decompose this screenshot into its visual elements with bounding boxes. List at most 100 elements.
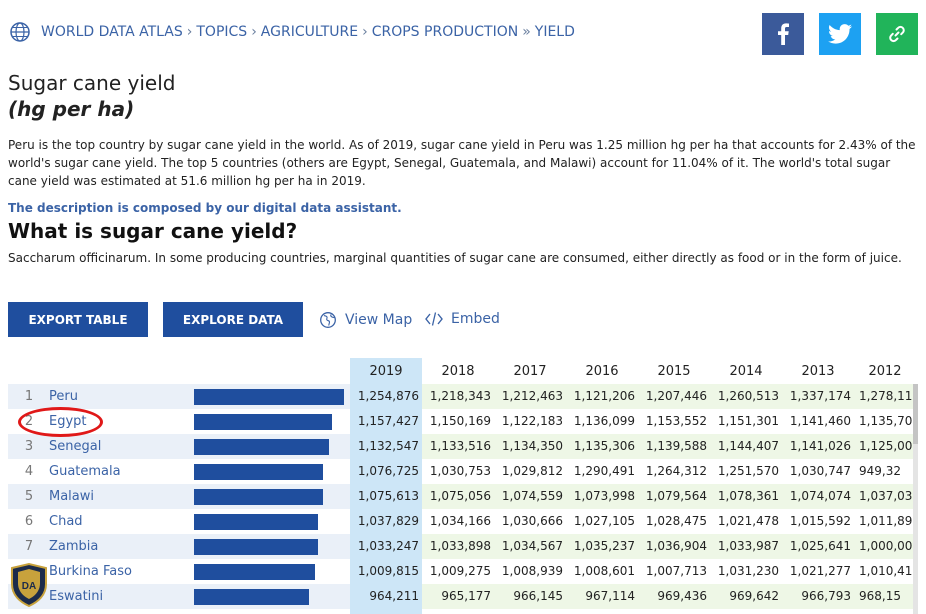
year-header-2018[interactable]: 2018	[441, 363, 475, 379]
year-header-2016[interactable]: 2016	[585, 363, 619, 379]
globe-icon	[10, 22, 30, 42]
rank-cell: 5	[24, 489, 34, 504]
year-header-2017[interactable]: 2017	[513, 363, 547, 379]
value-cell-2013: 1,337,174	[782, 384, 854, 409]
value-cell-2012: 1,037,03	[854, 484, 914, 509]
embed-link[interactable]: Embed	[425, 311, 500, 327]
value-cell-2017: 1,034,567	[494, 534, 566, 559]
country-link[interactable]: Malawi	[49, 489, 95, 504]
value-cell-2016: 1,035,237	[566, 534, 638, 559]
country-link[interactable]: Burkina Faso	[49, 564, 132, 579]
value-cell-2017: 1,030,666	[501, 514, 563, 528]
value-cell-2012: 1,000,00	[854, 534, 914, 559]
code-icon	[425, 312, 443, 326]
table-row: 6 Chad 1,037,829 1,034,166 1,030,666 1,027,10…	[8, 509, 913, 534]
twitter-icon	[828, 24, 852, 44]
horizontal-scrollbar[interactable]	[913, 384, 918, 614]
country-link[interactable]: Guatemala	[49, 464, 121, 479]
value-cell-2019: 1,075,613	[350, 484, 422, 509]
year-header-2012[interactable]: 2012	[868, 363, 902, 379]
value-cell-2014: 1,260,513	[710, 384, 782, 409]
breadcrumb-world-data-atlas[interactable]: WORLD DATA ATLAS	[41, 24, 183, 40]
value-cell-2018: 965,177	[422, 584, 494, 609]
country-link[interactable]: Chad	[49, 514, 83, 529]
year-header-2013[interactable]: 2013	[801, 363, 835, 379]
value-cell-2012: 1,125,00	[854, 434, 914, 459]
value-bar	[194, 389, 344, 405]
breadcrumb-crops-production[interactable]: CROPS PRODUCTION	[371, 24, 519, 40]
rank-cell: 7	[24, 539, 34, 554]
breadcrumb-separator: ›	[251, 24, 257, 40]
value-cell-2014: 1,078,361	[710, 484, 782, 509]
value-cell-2015: 969,436	[638, 584, 710, 609]
explore-data-button[interactable]: EXPLORE DATA	[163, 302, 303, 337]
rank-cell: 3	[24, 439, 34, 454]
value-cell-2019: 1,076,725	[350, 459, 422, 484]
table-row: 8Burkina Faso1,009,8151,009,2751,008,939…	[8, 559, 913, 584]
globe-icon	[320, 312, 336, 328]
year-header-2019[interactable]: 2019	[350, 358, 422, 384]
value-cell-2013: 1,021,277	[789, 564, 851, 578]
value-cell-2018: 1,034,166	[429, 514, 491, 528]
table-row: 4 Guatemala 1,076,725 1,030,753 1,029,812 1,2…	[8, 459, 913, 484]
country-link[interactable]: Zambia	[49, 539, 99, 554]
definition-text: Saccharum officinarum. In some producing…	[8, 251, 902, 265]
page-unit: (hg per ha)	[8, 97, 135, 121]
highlight-circle	[18, 407, 103, 437]
value-cell-2013: 1,141,460	[789, 414, 851, 428]
value-cell-2019: 964,211	[350, 584, 422, 609]
year-header-2014[interactable]: 2014	[729, 363, 763, 379]
breadcrumb-separator: ›	[186, 24, 193, 40]
value-cell-2018: 1,218,343	[422, 384, 494, 409]
value-cell-2017: 1,134,350	[494, 434, 566, 459]
page-title: Sugar cane yield	[8, 71, 176, 95]
breadcrumb-yield[interactable]: YIELD	[534, 24, 575, 40]
value-bar	[194, 464, 323, 480]
value-cell-2016: 1,290,491	[573, 464, 635, 478]
watermark-logo-text: DA	[22, 581, 36, 592]
breadcrumb-topics[interactable]: TOPICS	[196, 24, 248, 40]
value-cell-2019: 1,037,829	[350, 509, 422, 534]
facebook-icon	[778, 23, 789, 45]
breadcrumb: WORLD DATA ATLAS › TOPICS › AGRICULTURE …	[9, 20, 575, 44]
value-cell-2019: 1,033,247	[350, 534, 422, 559]
value-cell-2018: 1,009,275	[429, 564, 491, 578]
value-cell-2012: 949,32	[859, 464, 901, 478]
value-cell-2014: 1,033,987	[710, 534, 782, 559]
value-cell-2012: 1,135,70	[859, 414, 913, 428]
value-cell-2013: 966,793	[782, 584, 854, 609]
country-link[interactable]: Senegal	[49, 439, 102, 454]
value-cell-2015: 1,207,446	[638, 384, 710, 409]
table-row: 2 Egypt 1,157,427 1,150,169 1,122,183 1,136,0…	[8, 409, 913, 434]
scrollbar-thumb[interactable]	[913, 384, 918, 444]
rank-cell: 1	[24, 389, 34, 404]
value-cell-2016: 1,121,206	[566, 384, 638, 409]
value-bar	[194, 564, 315, 580]
view-map-link[interactable]: View Map	[319, 311, 412, 329]
table-row: 3 Senegal 1,132,547 1,133,516 1,134,350 1,135…	[8, 434, 914, 459]
value-cell-2014: 969,642	[710, 584, 782, 609]
value-cell-2014: 1,144,407	[710, 434, 782, 459]
country-link[interactable]: Peru	[49, 389, 78, 404]
value-cell-2016: 1,136,099	[573, 414, 635, 428]
year-header-2015[interactable]: 2015	[657, 363, 691, 379]
value-cell-2019: 1,157,427	[350, 409, 422, 434]
country-link[interactable]: Eswatini	[49, 589, 104, 604]
value-cell-2012: 1,011,89	[859, 514, 913, 528]
table-row: 1 Peru 1,254,876 1,218,343 1,212,463 1,121,20…	[8, 384, 914, 409]
export-table-button[interactable]: EXPORT TABLE	[8, 302, 148, 337]
value-cell-2012: 1,010,41	[859, 564, 913, 578]
twitter-share-button[interactable]	[819, 13, 861, 55]
value-cell-2015: 1,036,904	[638, 534, 710, 559]
watermark-logo: DA	[11, 562, 47, 608]
value-cell-2017: 966,145	[494, 584, 566, 609]
copy-link-button[interactable]	[876, 13, 918, 55]
table-row: 5 Malawi 1,075,613 1,075,056 1,074,559 1,073,…	[8, 484, 914, 509]
value-cell-2016: 1,073,998	[566, 484, 638, 509]
facebook-share-button[interactable]	[762, 13, 804, 55]
value-cell-2012: 968,15	[854, 584, 914, 609]
value-cell-2017: 1,029,812	[501, 464, 563, 478]
breadcrumb-agriculture[interactable]: AGRICULTURE	[260, 24, 359, 40]
value-cell-2019: 1,009,815	[350, 559, 422, 584]
value-cell-2013: 1,074,074	[782, 484, 854, 509]
